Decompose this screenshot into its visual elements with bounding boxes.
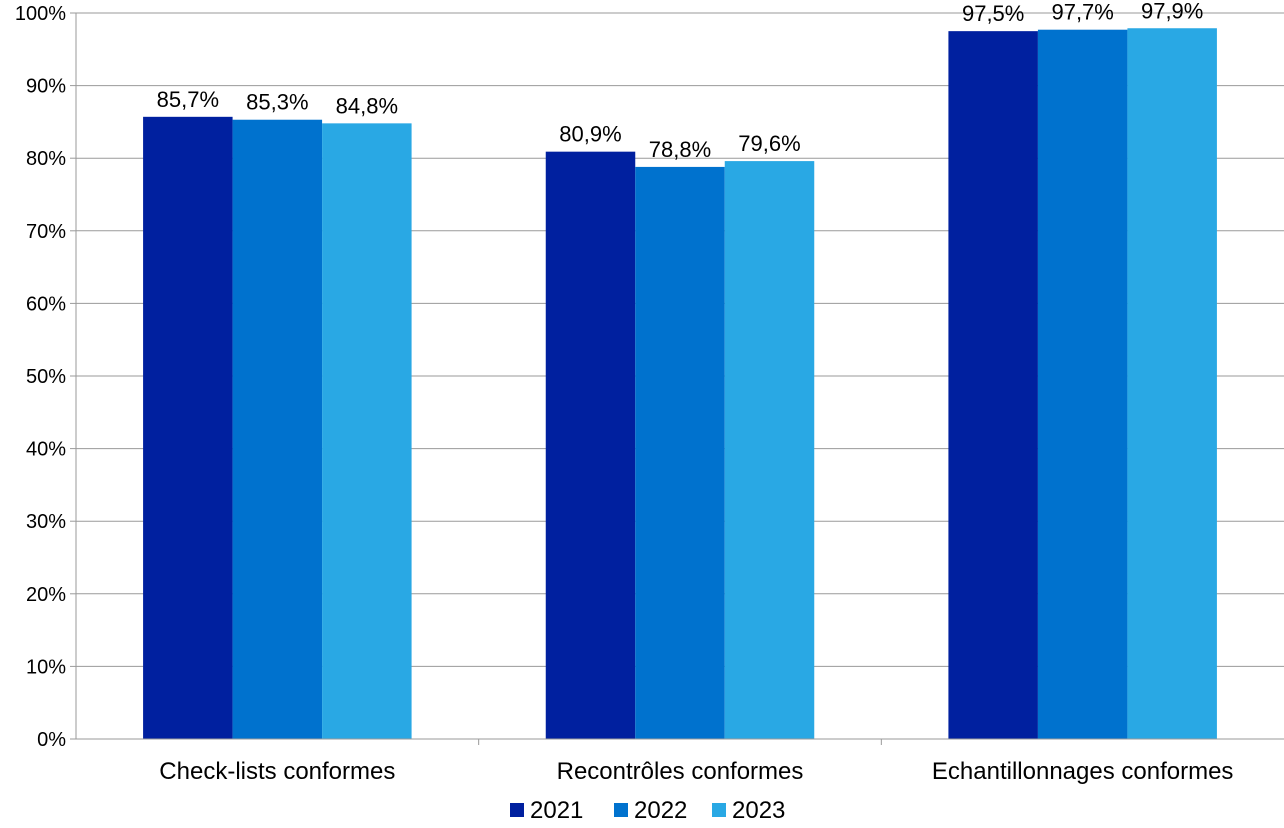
bar-2022 xyxy=(1037,29,1128,740)
bar-2023 xyxy=(1127,28,1217,740)
data-label: 85,3% xyxy=(246,90,308,115)
legend-label: 2023 xyxy=(732,797,785,824)
y-tick-label: 90% xyxy=(26,76,66,98)
legend-swatch-2021 xyxy=(510,803,524,817)
bar-2022 xyxy=(232,119,323,740)
y-tick-label: 0% xyxy=(37,729,66,751)
y-tick-label: 10% xyxy=(26,656,66,678)
y-tick-label: 80% xyxy=(26,148,66,170)
data-label: 79,6% xyxy=(738,131,800,156)
y-tick-label: 30% xyxy=(26,511,66,533)
y-tick-label: 20% xyxy=(26,584,66,606)
x-category-label: Echantillonnages conformes xyxy=(932,758,1234,785)
y-tick-label: 70% xyxy=(26,221,66,243)
data-label: 84,8% xyxy=(336,93,398,118)
bar-2023 xyxy=(322,123,412,740)
y-tick-label: 60% xyxy=(26,293,66,315)
data-label: 97,9% xyxy=(1141,0,1203,23)
bar-2021 xyxy=(948,31,1038,739)
bar-2021 xyxy=(545,151,636,739)
bars: 85,7% 85,3% 84,8% 80,9% 78,8% 79,6% 97,5% 97,7%… xyxy=(143,0,1217,740)
data-label: 97,5% xyxy=(962,1,1024,26)
data-label: 80,9% xyxy=(559,122,621,147)
x-category-label: Recontrôles conformes xyxy=(557,758,804,785)
bar-2021 xyxy=(143,116,233,740)
bar-2022 xyxy=(635,166,725,740)
y-tick-label: 40% xyxy=(26,439,66,461)
data-label: 78,8% xyxy=(649,137,711,162)
legend-swatch-2022 xyxy=(614,803,628,817)
y-tick-label: 50% xyxy=(26,366,66,388)
data-label: 85,7% xyxy=(157,87,219,112)
x-category-label: Check-lists conformes xyxy=(159,758,395,785)
y-tick-label: 100% xyxy=(15,3,66,25)
y-axis: 0% 10% 20% 30% 40% 50% 60% 70% 80% 90% 100% xyxy=(15,3,77,751)
legend-label: 2022 xyxy=(634,797,687,824)
bar-2023 xyxy=(724,161,815,739)
data-label: 97,7% xyxy=(1051,0,1113,25)
x-axis: Check-lists conformes Recontrôles conform… xyxy=(76,738,1284,785)
legend-swatch-2023 xyxy=(712,803,726,817)
legend: 2021 2022 2023 xyxy=(510,797,785,824)
legend-label: 2021 xyxy=(530,797,583,824)
